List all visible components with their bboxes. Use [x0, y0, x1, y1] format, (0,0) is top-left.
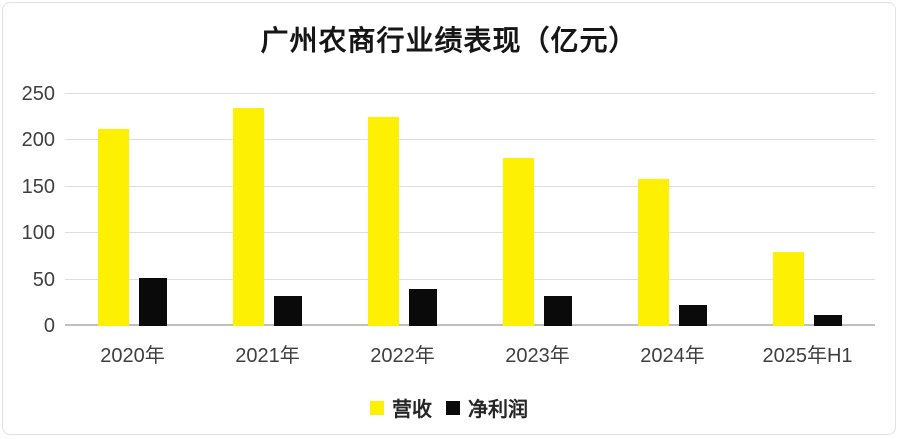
bar-营收-2022年 [368, 117, 399, 326]
bar-净利润-2025年H1 [814, 314, 842, 326]
gridline-50 [65, 278, 875, 280]
bar-营收-2024年 [638, 179, 669, 326]
gridline-150 [65, 185, 875, 187]
bar-group-2025年H1 [740, 94, 875, 326]
y-tick-label-200: 200 [21, 129, 55, 152]
bar-营收-2020年 [98, 129, 129, 326]
y-axis: 0 50 100 150 200 250 [3, 84, 55, 336]
legend-label: 净利润 [468, 399, 528, 421]
gridline-200 [65, 139, 875, 141]
legend-item-营收: 营收 [370, 393, 432, 422]
legend: 营收 净利润 [3, 393, 895, 422]
bar-净利润-2024年 [679, 304, 707, 326]
bar-group-2022年 [335, 94, 470, 326]
bar-group-2023年 [470, 94, 605, 326]
x-tick-label-2022年: 2022年 [370, 345, 435, 367]
x-tick-label-2024年: 2024年 [640, 345, 705, 367]
y-tick-label-0: 0 [43, 315, 55, 337]
x-tick-label-2023年: 2023年 [505, 345, 570, 367]
gridline-250 [65, 93, 875, 94]
bar-净利润-2022年 [409, 288, 437, 326]
bar-groups [65, 94, 875, 326]
bar-净利润-2021年 [274, 296, 302, 326]
bar-group-2021年 [200, 94, 335, 326]
x-axis: 2020年 2021年 2022年 2023年 2024年 2025年H1 [65, 339, 875, 368]
chart-title: 广州农商行业绩表现（亿元） [260, 25, 638, 56]
legend-item-净利润: 净利润 [446, 393, 528, 422]
x-tick-label-2020年: 2020年 [100, 345, 165, 367]
bar-净利润-2020年 [139, 277, 167, 326]
y-tick-label-250: 250 [21, 83, 55, 105]
bar-营收-2021年 [233, 107, 264, 326]
legend-swatch-icon [446, 400, 460, 415]
y-tick-label-100: 100 [21, 222, 55, 245]
plot-area [65, 93, 875, 326]
gridline-100 [65, 232, 875, 234]
bar-净利润-2023年 [544, 296, 572, 326]
y-tick-label-150: 150 [21, 175, 55, 198]
bar-营收-2023年 [503, 158, 534, 326]
x-tick-label-2021年: 2021年 [235, 345, 300, 367]
chart-card: 广州农商行业绩表现（亿元） 0 50 100 150 200 250 2020年 2021年… [2, 2, 896, 435]
x-tick-label-2025年H1: 2025年H1 [762, 345, 853, 367]
bar-group-2020年 [65, 94, 200, 326]
legend-label: 营收 [392, 399, 432, 421]
legend-swatch-icon [370, 400, 384, 415]
bar-营收-2025年H1 [773, 251, 804, 326]
y-tick-label-50: 50 [32, 268, 55, 291]
bar-group-2024年 [605, 94, 740, 326]
gridline-0 [65, 324, 875, 326]
